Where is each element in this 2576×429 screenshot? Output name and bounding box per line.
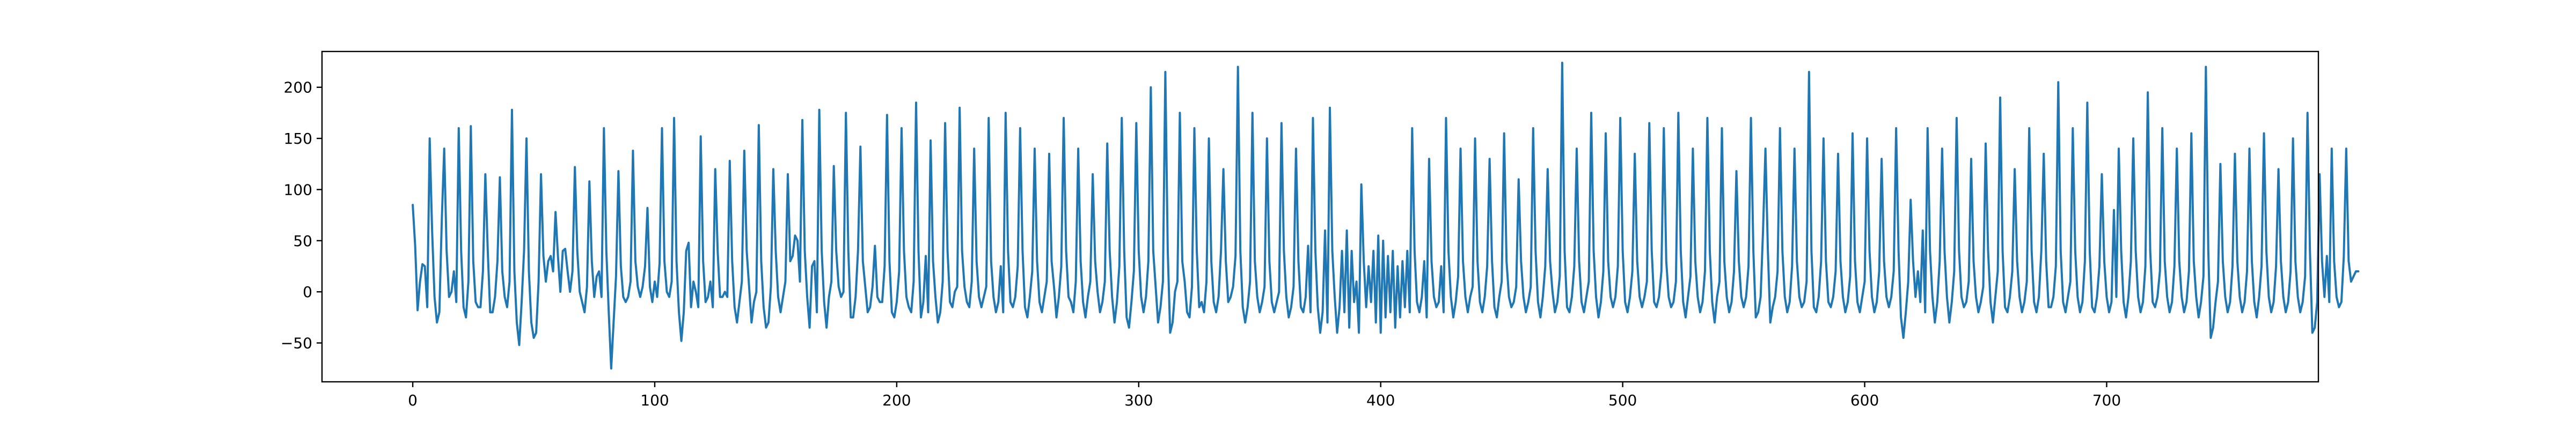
y-tick-label: 150 [284,130,312,147]
y-tick-label: −50 [281,335,312,352]
y-tick-label: 100 [284,181,312,198]
y-tick-label: 0 [303,283,312,301]
x-tick-label: 600 [1850,391,1879,409]
x-tick-label: 700 [2092,391,2121,409]
x-tick-label: 0 [408,391,418,409]
x-tick-label: 200 [882,391,911,409]
x-tick-label: 500 [1608,391,1637,409]
x-tick-label: 100 [640,391,669,409]
y-tick-label: 200 [284,79,312,97]
x-tick-label: 400 [1366,391,1395,409]
series-line-0 [412,61,2360,370]
y-tick-label: 50 [293,232,312,250]
x-axis: 0 100 200 300 400 500 600 700 [408,382,2121,409]
axes-frame [321,50,2319,383]
x-tick-label: 300 [1124,391,1153,409]
series-layer [412,61,2360,370]
y-axis: −50 0 50 100 150 200 [281,79,322,352]
